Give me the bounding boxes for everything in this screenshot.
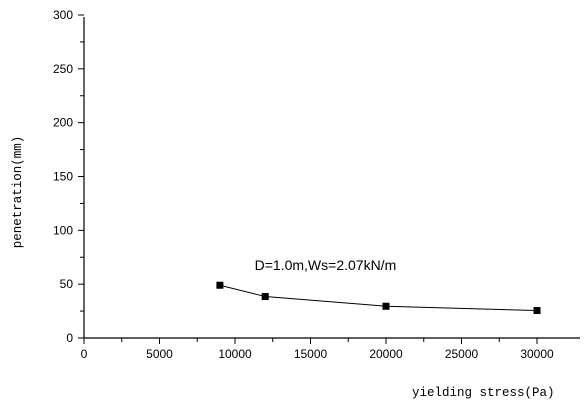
annotations: D=1.0m,Ws=2.07kN/m (255, 257, 397, 273)
data-point-marker (382, 302, 390, 310)
x-tick-label: 10000 (218, 347, 252, 361)
x-tick-label: 5000 (146, 347, 173, 361)
x-tick-label: 20000 (369, 347, 403, 361)
x-tick-label: 15000 (294, 347, 328, 361)
x-tick-label: 30000 (520, 347, 554, 361)
axes (83, 17, 580, 339)
x-tick-label: 0 (81, 347, 88, 361)
data-series (216, 281, 541, 315)
series-line (219, 284, 538, 312)
y-tick-label: 100 (53, 223, 73, 237)
y-tick-label: 200 (53, 116, 73, 130)
annotation-label: D=1.0m,Ws=2.07kN/m (255, 257, 397, 273)
x-tick-label: 25000 (445, 347, 479, 361)
x-ticks: 0 5000 10000 15000 20000 25000 30000 (81, 338, 554, 361)
y-tick-label: 250 (53, 62, 73, 76)
y-tick-label: 150 (53, 170, 73, 184)
y-axis-title: penetration(mm) (11, 136, 25, 249)
y-ticks: 0 50 100 150 200 250 300 (53, 8, 84, 345)
data-point-marker (533, 307, 541, 315)
data-point-marker (261, 293, 269, 301)
y-tick-label: 300 (53, 8, 73, 22)
y-tick-label: 0 (66, 331, 73, 345)
x-axis-title: yielding stress(Pa) (412, 386, 555, 400)
y-tick-label: 50 (60, 277, 74, 291)
data-point-marker (216, 281, 224, 289)
